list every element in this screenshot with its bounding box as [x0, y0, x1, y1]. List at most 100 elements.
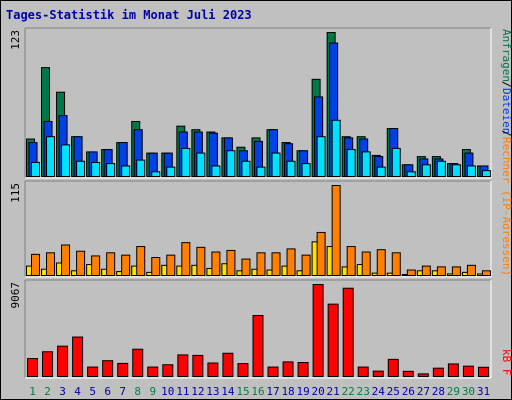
bar-p1-rechner-day-20 — [316, 136, 326, 178]
bar-p3-kb-day-27 — [417, 373, 429, 377]
day-label-25: 25 — [387, 385, 400, 398]
legend-anfragen: Anfragen — [500, 29, 511, 82]
bar-p2-rechner-day-17 — [271, 252, 281, 277]
bar-p2-rechner-day-29 — [451, 266, 461, 276]
bar-p3-kb-day-12 — [192, 354, 204, 378]
day-label-24: 24 — [372, 385, 386, 398]
bar-p1-rechner-day-10 — [166, 166, 176, 177]
bar-p2-rechner-day-20 — [316, 231, 326, 277]
bar-p1-rechner-day-4 — [76, 160, 86, 177]
bar-p1-rechner-day-25 — [391, 147, 401, 177]
bar-p2-rechner-day-19 — [301, 254, 311, 277]
legend-separator-2: / — [500, 130, 511, 137]
day-label-9: 9 — [149, 385, 156, 398]
bar-p1-rechner-day-1 — [31, 161, 40, 177]
day-label-30: 30 — [462, 385, 475, 398]
bar-p1-rechner-day-8 — [136, 159, 146, 177]
bar-p1-rechner-day-7 — [121, 165, 131, 177]
bar-p2-rechner-day-26 — [406, 269, 416, 276]
bar-p3-kb-day-13 — [207, 362, 219, 378]
bar-p2-rechner-day-2 — [46, 252, 56, 277]
day-label-10: 10 — [161, 385, 174, 398]
bar-p3-kb-day-9 — [147, 366, 159, 377]
bar-p3-kb-day-1 — [27, 358, 38, 378]
legend-rechner: Rechner (IP-Adressen) — [500, 137, 511, 276]
bar-p1-rechner-day-27 — [421, 164, 431, 177]
bar-p3-kb-day-10 — [162, 364, 174, 378]
day-label-22: 22 — [342, 385, 355, 398]
bar-p3-kb-day-28 — [432, 367, 444, 377]
bar-p3-kb-day-3 — [57, 345, 69, 377]
day-label-2: 2 — [44, 385, 51, 398]
bar-p1-rechner-day-17 — [271, 152, 281, 178]
bar-p1-rechner-day-11 — [181, 147, 191, 177]
bar-p2-rechner-day-22 — [346, 246, 356, 276]
day-label-23: 23 — [357, 385, 370, 398]
bar-p3-kb-day-5 — [87, 366, 99, 377]
bar-p1-rechner-day-24 — [376, 166, 386, 177]
bar-p2-rechner-day-1 — [31, 253, 40, 277]
bar-p1-rechner-day-14 — [226, 150, 236, 177]
panel-3-max-label: 9067 — [9, 282, 22, 309]
bar-p3-kb-day-22 — [342, 287, 354, 378]
bar-p1-rechner-day-12 — [196, 152, 206, 178]
bar-p3-kb-day-6 — [102, 360, 114, 378]
bar-p1-rechner-day-30 — [466, 165, 476, 177]
bar-p2-rechner-day-24 — [376, 249, 386, 277]
bar-p3-kb-day-25 — [387, 358, 399, 378]
bar-p2-rechner-day-6 — [106, 252, 116, 277]
bar-p2-rechner-day-9 — [151, 257, 161, 276]
bar-p3-kb-day-29 — [447, 363, 459, 378]
bar-p2-rechner-day-28 — [436, 266, 446, 276]
bar-p1-rechner-day-22 — [346, 149, 356, 177]
bar-p2-rechner-day-12 — [196, 246, 206, 276]
bar-p2-rechner-day-16 — [256, 252, 266, 277]
day-label-7: 7 — [119, 385, 126, 398]
bar-p3-kb-day-26 — [402, 370, 414, 378]
bar-p3-kb-day-2 — [42, 351, 54, 378]
day-label-21: 21 — [327, 385, 340, 398]
day-label-20: 20 — [312, 385, 325, 398]
day-label-6: 6 — [104, 385, 111, 398]
bar-p3-kb-day-14 — [222, 352, 234, 378]
day-label-18: 18 — [281, 385, 294, 398]
bar-p2-rechner-day-13 — [211, 251, 221, 277]
bar-p2-rechner-day-30 — [466, 264, 476, 276]
day-label-11: 11 — [176, 385, 189, 398]
bar-p2-rechner-day-5 — [91, 255, 101, 277]
bar-p2-rechner-day-11 — [181, 242, 191, 276]
bar-p3-kb-day-23 — [357, 366, 369, 377]
day-label-27: 27 — [417, 385, 430, 398]
bar-p1-rechner-day-21 — [331, 119, 341, 177]
bar-p1-rechner-day-18 — [286, 160, 296, 177]
bar-p1-rechner-day-9 — [151, 171, 161, 178]
bar-p1-rechner-day-2 — [46, 136, 56, 178]
bar-p1-rechner-day-19 — [301, 163, 311, 177]
day-label-26: 26 — [402, 385, 415, 398]
day-label-1: 1 — [29, 385, 36, 398]
bar-p1-rechner-day-16 — [256, 166, 266, 177]
panel-2-max-label: 115 — [9, 183, 22, 203]
bar-p3-kb-day-31 — [477, 366, 489, 377]
bar-p3-kb-day-18 — [282, 361, 294, 377]
bar-p2-rechner-day-7 — [121, 254, 131, 277]
legend-kb-f: kB F — [500, 349, 511, 376]
bar-p1-rechner-day-26 — [406, 171, 416, 178]
legend-separator-1: / — [500, 81, 511, 88]
bar-p3-kb-day-24 — [372, 370, 384, 377]
bar-p2-rechner-day-27 — [421, 265, 431, 277]
day-label-19: 19 — [296, 385, 309, 398]
bar-p2-rechner-day-21 — [331, 185, 341, 276]
bar-p3-kb-day-19 — [297, 361, 309, 377]
bar-p3-kb-day-16 — [252, 315, 264, 378]
day-label-8: 8 — [134, 385, 141, 398]
panel-1-max-label: 123 — [9, 30, 22, 50]
day-label-3: 3 — [59, 385, 66, 398]
day-label-29: 29 — [447, 385, 460, 398]
bar-p2-rechner-day-23 — [361, 251, 371, 277]
bar-p3-kb-day-30 — [462, 365, 474, 378]
bar-p3-kb-day-8 — [132, 348, 144, 377]
bar-p1-rechner-day-31 — [481, 170, 491, 178]
